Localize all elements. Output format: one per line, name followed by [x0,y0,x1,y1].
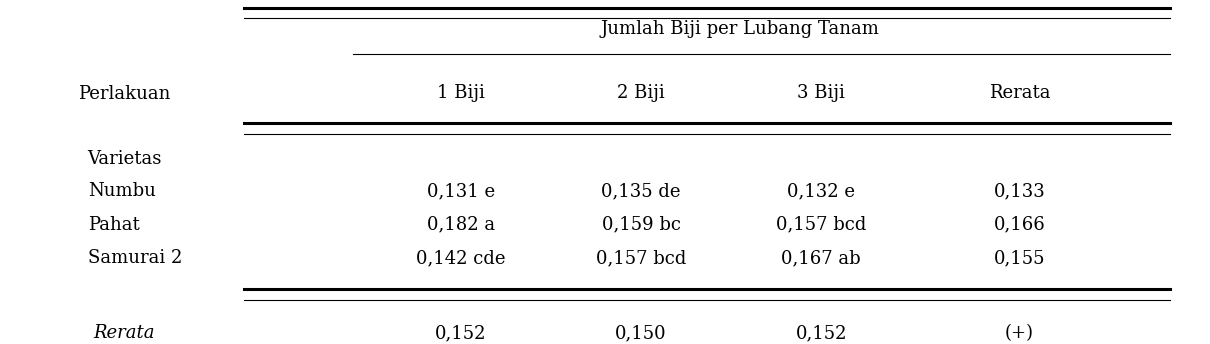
Text: 0,166: 0,166 [993,216,1045,234]
Text: Rerata: Rerata [989,84,1050,103]
Text: Varietas: Varietas [87,150,161,168]
Text: Perlakuan: Perlakuan [79,85,171,103]
Text: 0,135 de: 0,135 de [601,182,681,200]
Text: 0,155: 0,155 [993,249,1045,267]
Text: 2 Biji: 2 Biji [617,84,666,103]
Text: 0,142 cde: 0,142 cde [416,249,506,267]
Text: 0,133: 0,133 [993,182,1045,200]
Text: 0,152: 0,152 [436,324,486,342]
Text: 0,150: 0,150 [615,324,667,342]
Text: 0,131 e: 0,131 e [427,182,495,200]
Text: 3 Biji: 3 Biji [797,84,846,103]
Text: Samurai 2: Samurai 2 [88,249,183,267]
Text: Rerata: Rerata [93,324,155,342]
Text: 0,152: 0,152 [795,324,847,342]
Text: Pahat: Pahat [88,216,140,234]
Text: 0,132 e: 0,132 e [788,182,855,200]
Text: Numbu: Numbu [88,182,156,200]
Text: 0,157 bcd: 0,157 bcd [595,249,686,267]
Text: 1 Biji: 1 Biji [437,84,485,103]
Text: Jumlah Biji per Lubang Tanam: Jumlah Biji per Lubang Tanam [600,20,880,38]
Text: 0,167 ab: 0,167 ab [782,249,862,267]
Text: 0,182 a: 0,182 a [427,216,495,234]
Text: 0,157 bcd: 0,157 bcd [776,216,866,234]
Text: 0,159 bc: 0,159 bc [601,216,680,234]
Text: (+): (+) [1006,324,1035,342]
